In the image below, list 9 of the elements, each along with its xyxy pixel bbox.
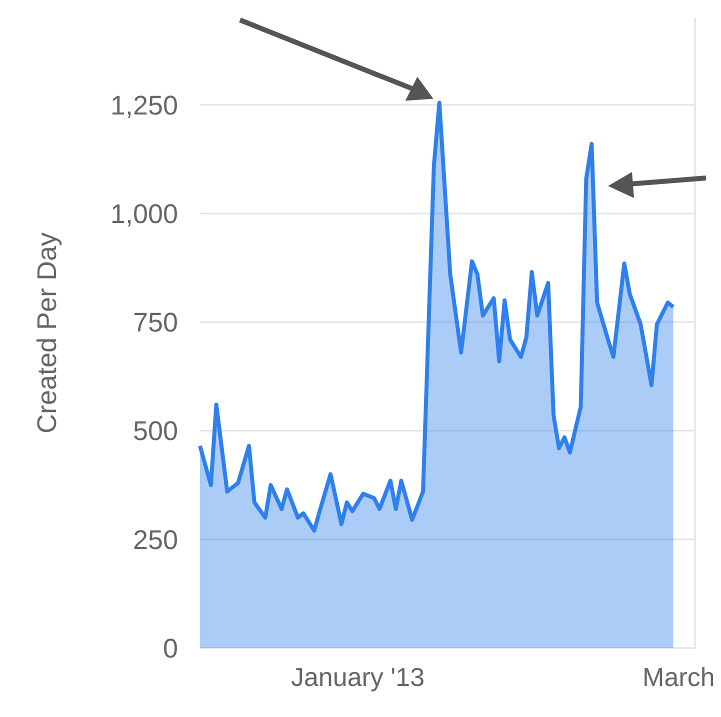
- y-tick-label: 0: [162, 633, 178, 664]
- y-tick-label: 1,000: [110, 198, 178, 229]
- x-tick-label: March: [642, 662, 715, 692]
- y-tick-label: 750: [132, 308, 178, 338]
- y-tick-label: 500: [132, 416, 178, 446]
- y-tick-label: 1,250: [110, 90, 178, 120]
- y-tick-label: 250: [132, 524, 178, 555]
- y-axis-title: Created Per Day: [32, 232, 62, 434]
- x-tick-label: January '13: [290, 662, 425, 692]
